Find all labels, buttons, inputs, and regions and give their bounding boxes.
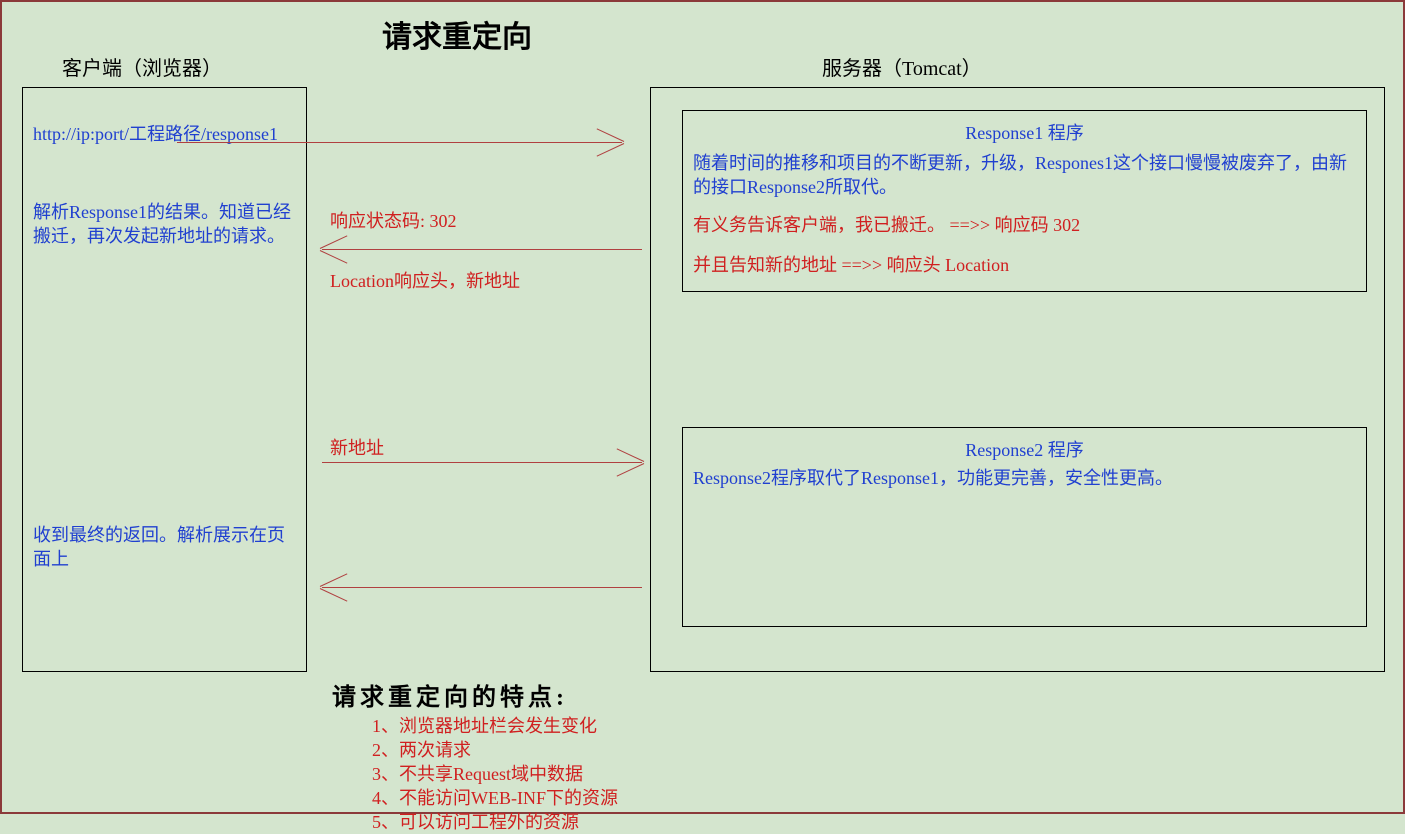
response1-desc: 随着时间的推移和项目的不断更新，升级，Respones1这个接口慢慢被废弃了，由… — [693, 151, 1353, 199]
response2-desc: Response2程序取代了Response1，功能更完善，安全性更高。 — [693, 466, 1353, 490]
server-label: 服务器（Tomcat） — [822, 52, 982, 81]
response2-box: Response2 程序 Response2程序取代了Response1，功能更… — [682, 427, 1367, 627]
client-parse-text: 解析Response1的结果。知道已经搬迁，再次发起新地址的请求。 — [33, 200, 293, 248]
client-box: http://ip:port/工程路径/response1 解析Response… — [22, 87, 307, 672]
diagram-title: 请求重定向 — [382, 12, 532, 56]
response1-line1: 有义务告诉客户端，我已搬迁。 ==>> 响应码 302 — [693, 211, 1353, 237]
features-list: 1、浏览器地址栏会发生变化 2、两次请求 3、不共享Request域中数据 4、… — [372, 714, 618, 834]
arrow-request1 — [177, 142, 622, 143]
arrow2-label2: Location响应头，新地址 — [330, 267, 520, 293]
arrow-response1 — [322, 249, 642, 250]
features-title: 请求重定向的特点: — [332, 677, 568, 712]
feature-item: 2、两次请求 — [372, 738, 618, 762]
response2-title: Response2 程序 — [683, 436, 1366, 462]
feature-item: 3、不共享Request域中数据 — [372, 762, 618, 786]
arrow3-label: 新地址 — [330, 434, 384, 460]
feature-item: 1、浏览器地址栏会发生变化 — [372, 714, 618, 738]
response1-box: Response1 程序 随着时间的推移和项目的不断更新，升级，Respones… — [682, 110, 1367, 292]
arrow-request2 — [322, 462, 642, 463]
response1-title: Response1 程序 — [683, 119, 1366, 145]
response1-line2: 并且告知新的地址 ==>> 响应头 Location — [693, 251, 1353, 277]
client-label: 客户端（浏览器） — [62, 52, 222, 81]
client-final-text: 收到最终的返回。解析展示在页面上 — [33, 523, 293, 571]
feature-item: 4、不能访问WEB-INF下的资源 — [372, 786, 618, 810]
arrow2-label1: 响应状态码: 302 — [330, 207, 457, 233]
arrow-response2 — [322, 587, 642, 588]
